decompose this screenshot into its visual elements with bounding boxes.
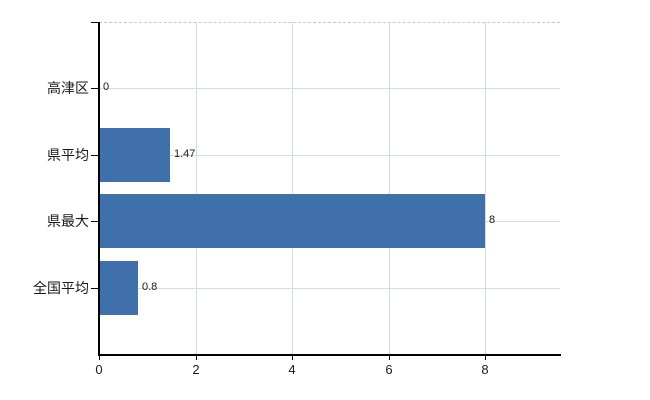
x-axis-line <box>98 354 561 356</box>
value-label: 0.8 <box>142 281 158 293</box>
value-label: 8 <box>489 214 496 226</box>
x-tick-label: 6 <box>385 362 393 377</box>
value-label: 0 <box>103 81 110 93</box>
bar <box>100 128 170 182</box>
y-axis-line <box>98 22 100 354</box>
x-tick <box>485 356 486 360</box>
y-tick <box>91 22 98 23</box>
bar <box>100 194 485 248</box>
plot-top-border <box>99 22 560 23</box>
category-label: 県平均 <box>47 147 89 163</box>
v-gridline <box>196 22 197 354</box>
bar <box>100 261 138 315</box>
category-label: 高津区 <box>47 80 89 96</box>
v-gridline <box>389 22 390 354</box>
x-tick <box>196 356 197 360</box>
y-tick <box>91 155 98 156</box>
x-tick <box>99 356 100 360</box>
x-tick-label: 4 <box>288 362 296 377</box>
value-label: 1.47 <box>174 148 196 160</box>
category-label: 全国平均 <box>33 280 89 296</box>
x-tick-label: 8 <box>481 362 489 377</box>
x-tick-label: 2 <box>192 362 200 377</box>
h-gridline <box>99 155 560 156</box>
x-tick-label: 0 <box>95 362 103 377</box>
y-tick <box>91 221 98 222</box>
y-tick <box>91 88 98 89</box>
category-label: 県最大 <box>47 213 89 229</box>
x-tick <box>292 356 293 360</box>
y-tick <box>91 288 98 289</box>
v-gridline <box>292 22 293 354</box>
h-gridline <box>99 288 560 289</box>
h-gridline <box>99 88 560 89</box>
x-tick <box>389 356 390 360</box>
v-gridline <box>485 22 486 354</box>
